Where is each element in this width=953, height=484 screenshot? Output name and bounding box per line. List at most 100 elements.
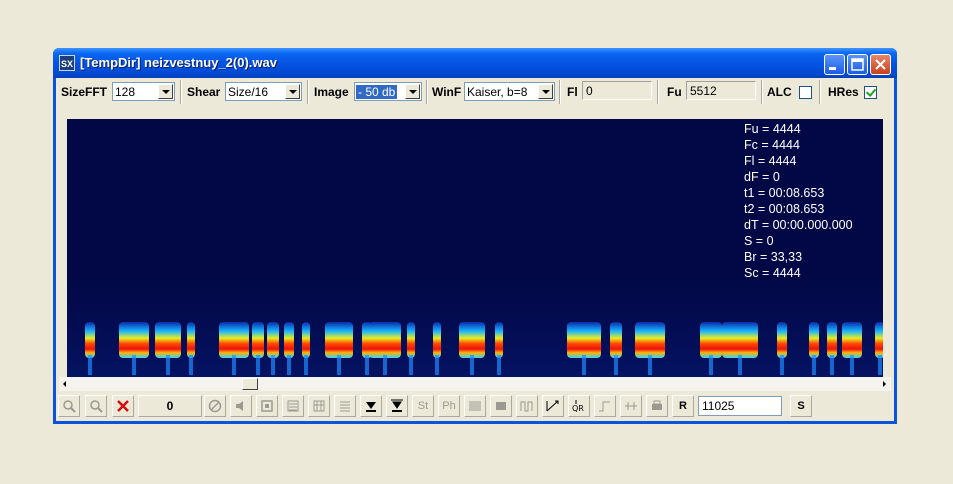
spectrogram-burst	[155, 322, 181, 358]
grid-button[interactable]	[308, 395, 330, 417]
readout-s: S = 0	[744, 234, 774, 248]
readout-fc: Fc = 4444	[744, 138, 800, 152]
fl-label: Fl	[567, 85, 578, 99]
spectrogram-tail	[648, 355, 652, 375]
marker-double-button[interactable]	[386, 395, 408, 417]
lines-icon	[340, 401, 350, 412]
spectrogram-burst	[827, 322, 837, 358]
lines-button[interactable]	[334, 395, 356, 417]
maximize-icon	[851, 58, 864, 71]
scroll-thumb[interactable]	[242, 378, 258, 390]
winf-select[interactable]: Kaiser, b=8	[464, 82, 555, 101]
cross-step-button[interactable]	[620, 395, 642, 417]
spectrogram-tail	[287, 355, 291, 375]
spectrogram-tail	[738, 355, 742, 375]
print-button[interactable]	[646, 395, 668, 417]
toolbar-divider	[307, 80, 309, 104]
s-button[interactable]: S	[790, 395, 812, 417]
title-bar[interactable]: SX [TempDir] neizvestnuy_2(0).wav	[53, 48, 897, 78]
sample-rate-value: 11025	[702, 399, 735, 413]
spectrogram-tail	[830, 355, 834, 375]
close-button[interactable]	[870, 54, 891, 75]
frame-icon	[261, 400, 273, 412]
winf-label: WinF	[432, 85, 462, 99]
spectrogram-view[interactable]: Fu = 4444 Fc = 4444 Fl = 4444 dF = 0 t1 …	[67, 119, 883, 377]
bars-button[interactable]	[464, 395, 486, 417]
spectrogram-burst	[809, 322, 819, 358]
sound-button[interactable]	[230, 395, 252, 417]
spectrogram-tail	[497, 355, 501, 375]
frame-button[interactable]	[256, 395, 278, 417]
spectrogram-tail	[409, 355, 413, 375]
st-button[interactable]: St	[412, 395, 434, 417]
maximize-button[interactable]	[847, 54, 868, 75]
hres-label: HRes	[828, 85, 859, 99]
spectrogram-burst	[567, 322, 601, 358]
app-window: SX [TempDir] neizvestnuy_2(0).wav SizeFF…	[53, 48, 897, 424]
chevron-down-icon[interactable]	[158, 84, 173, 99]
spectrogram-burst	[459, 322, 485, 358]
top-toolbar: SizeFFT 128 Shear Size/16 Image - 50 db …	[56, 78, 894, 106]
spectrogram-tail	[304, 355, 308, 375]
fl-field[interactable]: 0	[582, 81, 652, 100]
sizefft-select[interactable]: 128	[112, 82, 175, 101]
chevron-down-icon[interactable]	[405, 84, 420, 99]
spectrogram-burst	[842, 322, 862, 358]
spectrogram-tail	[614, 355, 618, 375]
spectrogram-burst	[302, 322, 310, 358]
forbidden-icon	[208, 399, 222, 413]
spectrogram-tail	[383, 355, 387, 375]
spectrogram-burst	[777, 322, 787, 358]
spectrogram-tail	[470, 355, 474, 375]
readout-t1: t1 = 00:08.653	[744, 186, 825, 200]
shear-select[interactable]: Size/16	[225, 82, 302, 101]
printer-icon	[652, 400, 662, 410]
delete-button[interactable]	[112, 395, 134, 417]
selection-count: 0	[138, 395, 202, 417]
toolbar-divider	[559, 80, 561, 104]
minimize-button[interactable]	[824, 54, 845, 75]
app-icon[interactable]: SX	[59, 55, 75, 71]
readout-t2: t2 = 00:08.653	[744, 202, 825, 216]
step-icon	[599, 401, 610, 412]
sizefft-label: SizeFFT	[61, 85, 108, 99]
sample-rate-field[interactable]: 11025	[698, 396, 782, 416]
pulse-button[interactable]	[516, 395, 538, 417]
slope-button[interactable]	[542, 395, 564, 417]
block-button[interactable]	[490, 395, 512, 417]
sizefft-value: 128	[115, 85, 136, 99]
spectrogram-burst	[85, 322, 95, 358]
marker-down-button[interactable]	[360, 395, 382, 417]
readout-br: Br = 33,33	[744, 250, 803, 264]
r-button[interactable]: R	[672, 395, 694, 417]
qr-button[interactable]: QR	[568, 395, 590, 417]
toolbar-divider	[819, 80, 821, 104]
readout-sc: Sc = 4444	[744, 266, 801, 280]
spectrogram-tail	[232, 355, 236, 375]
chevron-down-icon[interactable]	[538, 84, 553, 99]
slope-icon	[546, 400, 559, 412]
scroll-left-icon[interactable]	[59, 377, 72, 391]
grid-icon	[313, 400, 325, 412]
scroll-right-icon[interactable]	[878, 377, 891, 391]
zoom-in-button[interactable]	[58, 395, 80, 417]
filter-button[interactable]	[282, 395, 304, 417]
red-x-icon	[117, 400, 129, 412]
image-select[interactable]: - 50 db	[354, 82, 422, 101]
spectrogram-tail	[582, 355, 586, 375]
ph-button[interactable]: Ph	[438, 395, 460, 417]
spectrogram-tail	[256, 355, 260, 375]
zoom-in-icon	[63, 400, 76, 413]
spectrogram-tail	[88, 355, 92, 375]
square-icon	[496, 402, 506, 410]
step-button[interactable]	[594, 395, 616, 417]
alc-checkbox[interactable]	[799, 86, 812, 99]
fu-field[interactable]: 5512	[686, 81, 756, 100]
fu-label: Fu	[667, 85, 682, 99]
stop-button[interactable]	[204, 395, 226, 417]
horizontal-scrollbar[interactable]	[59, 377, 891, 391]
chevron-down-icon[interactable]	[285, 84, 300, 99]
zoom-out-button[interactable]	[85, 395, 107, 417]
spectrogram-image	[67, 269, 883, 377]
hres-checkbox[interactable]	[864, 86, 877, 99]
